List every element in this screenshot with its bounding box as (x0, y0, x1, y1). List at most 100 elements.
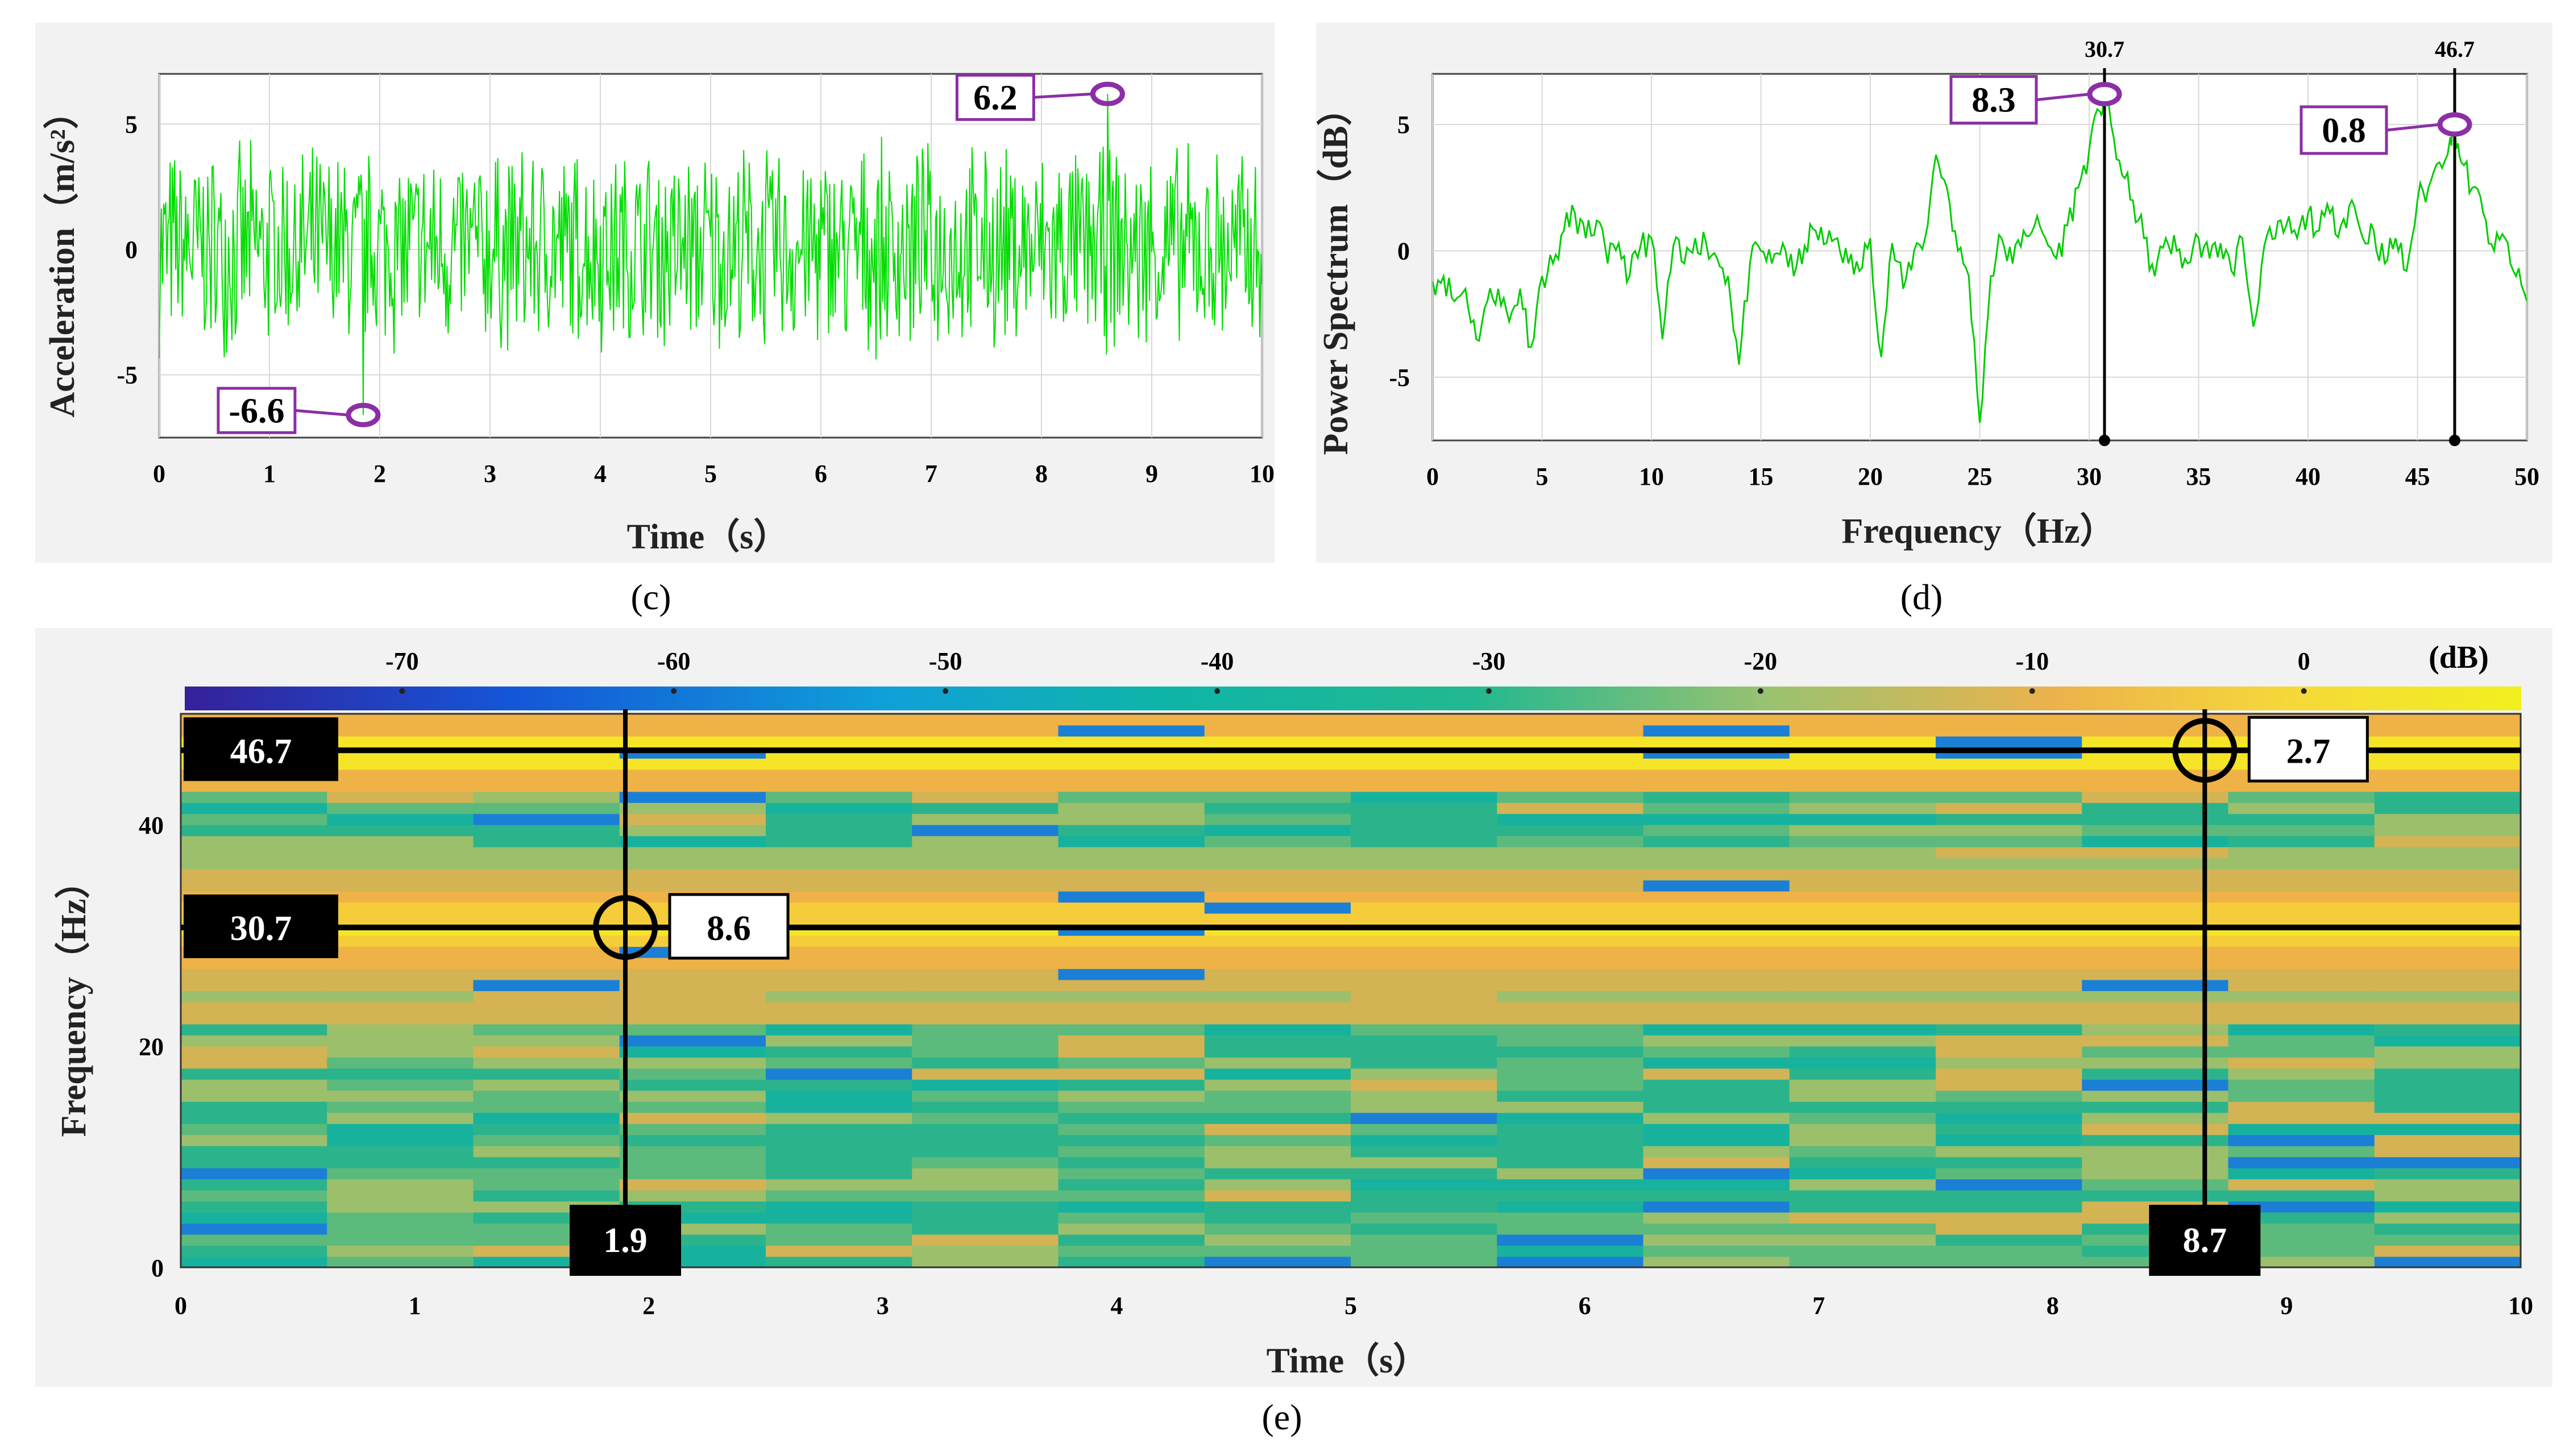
heatmap-cell (327, 725, 474, 737)
heatmap-cell (1643, 1245, 1790, 1257)
heatmap-cell (619, 858, 766, 870)
heatmap-cell (1643, 858, 1790, 870)
heatmap-cell (2228, 1001, 2375, 1013)
heatmap-cell (766, 1068, 913, 1080)
heatmap-cell (1497, 1079, 1644, 1091)
heatmap-cell (1789, 802, 1936, 814)
heatmap-cell (327, 946, 474, 958)
heatmap-cell (1936, 835, 2083, 847)
heatmap-cell (1497, 758, 1644, 770)
heatmap-cell (912, 1012, 1059, 1025)
heatmap-cell (1936, 725, 2083, 737)
heatmap-cell (1643, 1256, 1790, 1267)
heatmap-cell (1643, 979, 1790, 991)
heatmap-cell (1789, 1123, 1936, 1135)
heatmap-cell (2374, 1179, 2521, 1191)
heatmap-cell (2374, 891, 2521, 903)
heatmap-cell (2374, 1145, 2521, 1158)
xtick-label: 2 (642, 1292, 655, 1320)
heatmap-cell (1204, 891, 1351, 903)
callout-min: -6.6 (217, 386, 381, 434)
heatmap-cell (1351, 735, 1498, 748)
heatmap-cell (2228, 835, 2375, 847)
heatmap-cell (766, 813, 913, 825)
heatmap-cell (1497, 1201, 1644, 1213)
heatmap-cell (327, 979, 474, 991)
heatmap-cell (766, 1134, 913, 1146)
heatmap-cell (1497, 835, 1644, 847)
heatmap-cell (766, 1189, 913, 1202)
heatmap-cell (2374, 846, 2521, 859)
xtick-label: 10 (1639, 463, 1664, 490)
heatmap-cell (181, 791, 328, 803)
ticks-c: 0 1 2 3 4 5 6 7 8 9 10 5 0 -5 (117, 110, 1275, 488)
heatmap-cell (1497, 880, 1644, 892)
heatmap-cell (1497, 957, 1644, 970)
heatmap-cell (1351, 791, 1498, 803)
heatmap-cell (2082, 913, 2229, 925)
heatmap-cell (473, 946, 620, 958)
heatmap-cell (766, 846, 913, 859)
heatmap-cell (473, 957, 620, 970)
heatmap-cell (2228, 1079, 2375, 1091)
heatmap-cell (2228, 1201, 2375, 1213)
heatmap-cell (181, 957, 328, 970)
heatmap-cell (1789, 1012, 1936, 1025)
heatmap-cell (1204, 935, 1351, 947)
heatmap-cell (1351, 1212, 1498, 1224)
heatmap-cell (1058, 1245, 1205, 1257)
xtick-label: 4 (594, 460, 607, 488)
heatmap-cell (2374, 1223, 2521, 1235)
heatmap-cell (1643, 1024, 1790, 1035)
heatmap-cell (327, 1112, 474, 1124)
heatmap-cell (473, 791, 620, 803)
heatmap-cell (327, 1145, 474, 1158)
heatmap-cell (766, 835, 913, 847)
heatmap-cell (1497, 913, 1644, 925)
heatmap-cell (619, 1034, 766, 1047)
heatmap-cell (181, 802, 328, 814)
heatmap-cell (1936, 1024, 2083, 1035)
heatmap-cell (766, 935, 913, 947)
heatmap-cell (1204, 1157, 1351, 1168)
heatmap-cell (1351, 1256, 1498, 1267)
colorbar-tick (1485, 688, 1492, 694)
heatmap-cell (1936, 1212, 2083, 1224)
heatmap-cell (473, 868, 620, 881)
xtick-label: 25 (1968, 463, 1993, 490)
heatmap-cell (766, 735, 913, 748)
freq-label: 30.7 (230, 909, 292, 948)
heatmap-cell (1058, 1134, 1205, 1146)
heatmap-cell (327, 991, 474, 1002)
xtick-label: 7 (1812, 1292, 1825, 1320)
annotations-d: 30.7 8.3 46.7 0.8 (1949, 36, 2475, 446)
heatmap-cell (2082, 858, 2229, 870)
heatmap-cell (2082, 1046, 2229, 1058)
heatmap-cell (327, 758, 474, 770)
heatmap-cell (1204, 1167, 1351, 1180)
heatmap-cell (1497, 1189, 1644, 1202)
heatmap-cell (1643, 1179, 1790, 1191)
heatmap-cell (181, 1056, 328, 1069)
heatmap-cell (2082, 725, 2229, 737)
heatmap-cell (181, 1123, 328, 1135)
heatmap-cell (1204, 1112, 1351, 1124)
heatmap-cell (912, 824, 1059, 837)
heatmap-cell (912, 935, 1059, 947)
heatmap-cell (1789, 1034, 1936, 1047)
heatmap-cell (2228, 1056, 2375, 1069)
heatmap-cell (1936, 1234, 2083, 1246)
heatmap-cell (1789, 968, 1936, 980)
heatmap-cell (473, 1123, 620, 1135)
heatmap-cell (1936, 1157, 2083, 1168)
heatmap-cell (1497, 791, 1644, 803)
heatmap-cell (912, 1167, 1059, 1180)
heatmap-cell (1497, 891, 1644, 903)
heatmap-cell (1351, 1079, 1498, 1091)
heatmap-cell (327, 846, 474, 859)
heatmap-cell (1936, 758, 2083, 770)
heatmap-cell (2374, 1046, 2521, 1058)
heatmap-cell (619, 868, 766, 881)
heatmap-cell (1497, 1134, 1644, 1146)
heatmap-cell (2228, 1090, 2375, 1102)
